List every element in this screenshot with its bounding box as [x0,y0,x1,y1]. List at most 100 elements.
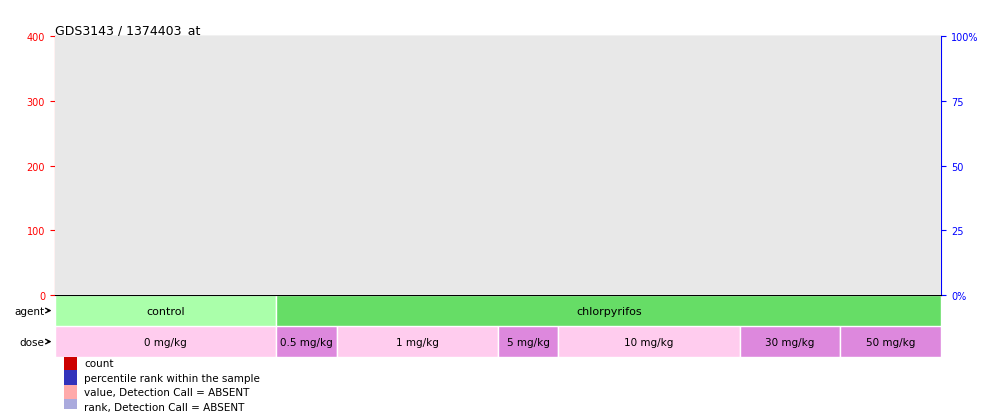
Bar [686,176,689,295]
Bar [444,166,448,295]
Bar [122,166,125,295]
Bar [498,326,559,357]
Bar [406,218,415,295]
Bar [245,211,254,295]
Bar [930,192,939,295]
Bar [850,169,859,295]
Text: 30 mg/kg: 30 mg/kg [766,337,815,347]
Bar [505,157,508,295]
Bar [645,173,649,295]
Bar [424,199,427,295]
Bar [222,166,226,295]
Bar [277,295,941,326]
Bar [870,202,878,295]
Text: control: control [146,306,185,316]
Bar [466,169,475,295]
Bar [162,166,165,295]
Text: 50 mg/kg: 50 mg/kg [867,337,915,347]
Bar [848,169,851,295]
Bar [64,356,77,371]
Bar [787,173,790,295]
Bar [588,183,597,295]
Bar [868,202,871,295]
Bar [726,176,730,295]
Bar [484,79,488,295]
Bar [464,140,468,295]
Bar [827,169,831,295]
Bar [567,189,577,295]
Text: value, Detection Call = ABSENT: value, Detection Call = ABSENT [84,387,249,397]
Bar [749,169,758,295]
Bar [202,185,206,295]
Bar [525,189,529,295]
Bar [124,192,133,295]
Bar [426,189,435,295]
Bar [62,183,65,295]
Bar [507,169,516,295]
Bar [625,183,629,295]
Bar [889,169,898,295]
Bar [767,166,770,295]
Bar [306,192,315,295]
Bar [647,173,656,295]
Bar [547,169,556,295]
Bar [527,244,536,295]
Bar [64,370,77,386]
Text: rank, Detection Call = ABSENT: rank, Detection Call = ABSENT [84,402,244,412]
Text: GDS3143 / 1374403_at: GDS3143 / 1374403_at [55,24,200,37]
Bar [182,183,186,295]
Bar [789,176,798,295]
Bar [55,326,277,357]
Bar [385,150,395,295]
Bar [277,326,337,357]
Bar [62,157,65,295]
Bar [424,189,427,295]
Bar [769,189,778,295]
Bar [728,173,737,295]
Text: count: count [84,358,114,368]
Bar [243,176,246,295]
Bar [364,150,368,295]
Bar [545,128,549,295]
Bar [64,183,73,295]
Text: percentile rank within the sample: percentile rank within the sample [84,373,260,383]
Text: agent: agent [15,306,45,316]
Bar [102,192,106,295]
Bar [708,176,717,295]
Bar [324,163,327,295]
Bar [55,295,277,326]
Bar [887,166,891,295]
Bar [346,169,355,295]
Bar [706,124,710,295]
Text: 0 mg/kg: 0 mg/kg [144,337,187,347]
Bar [243,176,246,295]
Bar [827,192,831,295]
Bar [265,176,274,295]
Bar [559,326,740,357]
Text: 1 mg/kg: 1 mg/kg [396,337,439,347]
Bar [283,169,287,295]
Bar [283,192,287,295]
Bar [627,183,636,295]
Text: 10 mg/kg: 10 mg/kg [624,337,673,347]
Bar [767,189,770,295]
Bar [909,169,918,295]
Bar [404,140,407,295]
Bar [688,176,697,295]
Bar [204,176,213,295]
Bar [84,208,93,295]
Bar [586,183,589,295]
Bar [606,189,609,295]
Bar [344,105,347,295]
Bar [82,185,86,295]
Bar [868,208,871,295]
Text: 5 mg/kg: 5 mg/kg [507,337,550,347]
Bar [565,189,569,295]
Bar [142,183,145,295]
Bar [927,131,931,295]
Bar [807,150,811,295]
Bar [337,326,498,357]
Bar [746,173,750,295]
Bar [82,185,86,295]
Bar [263,160,267,295]
